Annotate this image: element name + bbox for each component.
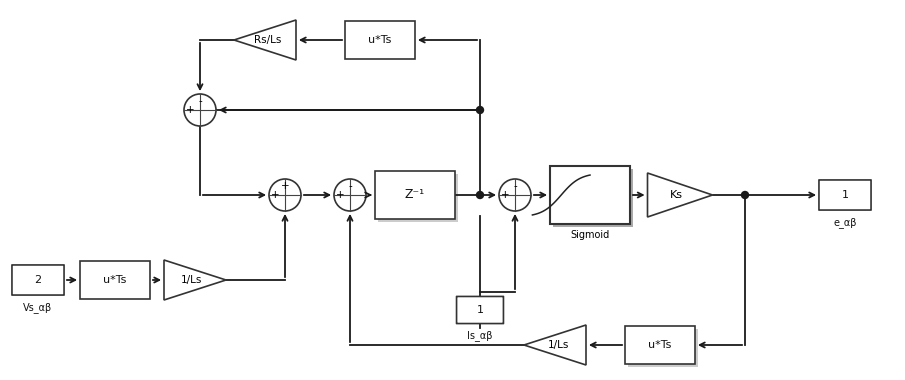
Polygon shape [647,173,712,217]
Text: Is_αβ: Is_αβ [467,331,492,341]
Circle shape [184,94,216,126]
Text: +: + [186,105,195,115]
Text: u*Ts: u*Ts [648,340,672,350]
Polygon shape [234,20,296,60]
Text: e_αβ: e_αβ [834,217,857,228]
Text: -: - [513,181,517,191]
Text: -: - [348,181,352,191]
Text: +: + [281,181,290,191]
Polygon shape [524,325,586,365]
Circle shape [499,179,531,211]
Text: Ks: Ks [671,190,683,200]
FancyBboxPatch shape [819,180,871,210]
Text: -: - [198,96,202,106]
Bar [625,326,695,364]
Bar [378,174,458,222]
Text: Z⁻¹: Z⁻¹ [405,188,425,201]
Text: u*Ts: u*Ts [368,35,392,45]
Circle shape [269,179,301,211]
Bar [553,169,633,227]
Bar [375,171,455,219]
Polygon shape [164,260,226,300]
Circle shape [741,192,748,198]
Text: 1: 1 [842,190,849,200]
Text: 1/Ls: 1/Ls [548,340,568,350]
Text: 1/Ls: 1/Ls [181,275,203,285]
FancyBboxPatch shape [12,265,64,295]
Text: 2: 2 [34,275,42,285]
Text: 1: 1 [477,305,483,315]
Text: Rs/Ls: Rs/Ls [254,35,281,45]
Text: +: + [501,190,510,200]
Bar [628,329,698,367]
Circle shape [477,106,483,114]
Text: Vs_αβ: Vs_αβ [24,302,52,313]
Bar [345,21,415,59]
Text: Sigmoid: Sigmoid [570,230,610,240]
Text: +: + [272,190,280,200]
Circle shape [334,179,366,211]
Bar [80,261,150,299]
Circle shape [477,192,483,198]
FancyBboxPatch shape [456,296,503,323]
Text: u*Ts: u*Ts [103,275,127,285]
Text: +: + [336,190,345,200]
Bar [550,166,630,224]
